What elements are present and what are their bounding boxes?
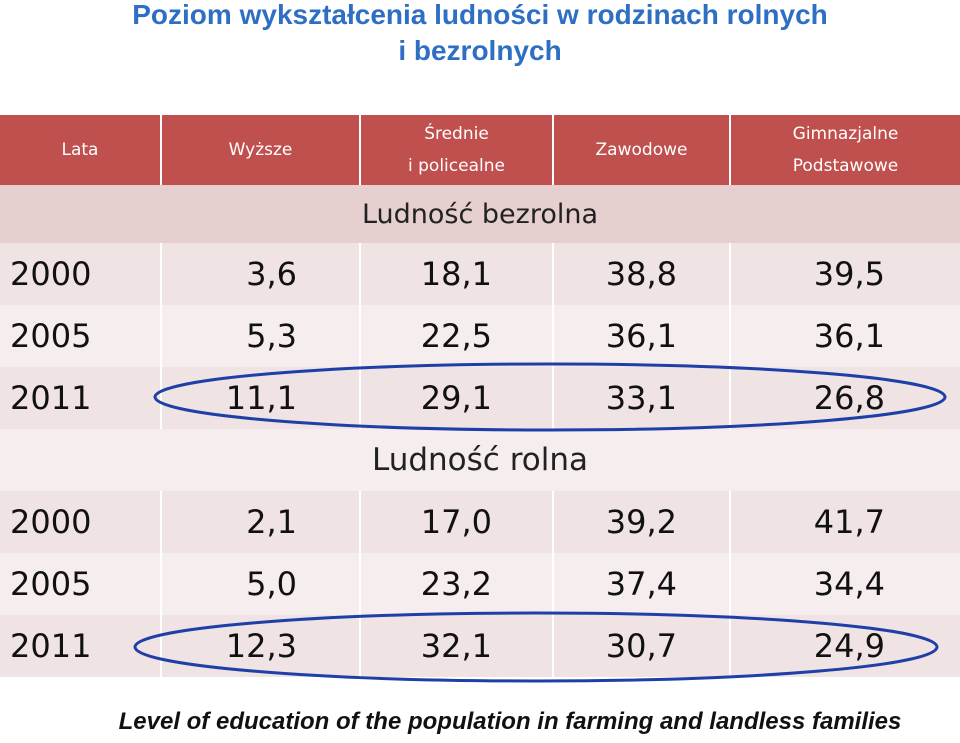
year-cell: 2005 [0, 305, 162, 367]
year-cell: 2000 [0, 243, 162, 305]
table-row: 2000 2,1 17,0 39,2 41,7 [0, 491, 960, 553]
value-cell: 12,3 [162, 615, 361, 677]
value-cell: 37,4 [554, 553, 731, 615]
value-cell: 39,5 [731, 243, 960, 305]
section-landless: Ludność bezrolna [0, 185, 960, 243]
highlight-ellipse-2011-landless [153, 362, 947, 432]
table-row: 2005 5,0 23,2 37,4 34,4 [0, 553, 960, 615]
section-label: Ludność rolna [0, 429, 960, 491]
value-cell: 22,5 [361, 305, 554, 367]
value-cell: 39,2 [554, 491, 731, 553]
year-cell: 2005 [0, 553, 162, 615]
value-cell: 34,4 [731, 553, 960, 615]
table-row: 2005 5,3 22,5 36,1 36,1 [0, 305, 960, 367]
section-farming: Ludność rolna [0, 429, 960, 491]
value-cell: 38,8 [554, 243, 731, 305]
title-line-1: Poziom wykształcenia ludności w rodzinac… [132, 0, 828, 30]
footer-caption: Level of education of the population in … [118, 708, 902, 735]
value-cell: 33,1 [554, 367, 731, 429]
value-cell: 36,1 [554, 305, 731, 367]
value-cell: 5,3 [162, 305, 361, 367]
value-cell: 2,1 [162, 491, 361, 553]
value-cell: 5,0 [162, 553, 361, 615]
value-cell: 11,1 [162, 367, 361, 429]
header-years: Lata [0, 115, 162, 185]
table-row: 2011 11,1 29,1 33,1 26,8 [0, 367, 960, 429]
value-cell: 17,0 [361, 491, 554, 553]
header-higher: Wyższe [162, 115, 361, 185]
value-cell: 23,2 [361, 553, 554, 615]
value-cell: 30,7 [554, 615, 731, 677]
value-cell: 29,1 [361, 367, 554, 429]
value-cell: 41,7 [731, 491, 960, 553]
title-line-2: i bezrolnych [398, 35, 562, 66]
table-row: 2011 12,3 32,1 30,7 24,9 [0, 615, 960, 677]
table-header-row: Lata Wyższe Średnie i policealne Zawodowe… [0, 115, 960, 187]
section-label: Ludność bezrolna [0, 185, 960, 243]
value-cell: 18,1 [361, 243, 554, 305]
table-row: 2000 3,6 18,1 38,8 39,5 [0, 243, 960, 305]
value-cell: 26,8 [731, 367, 960, 429]
highlight-ellipse-2011-farming [133, 611, 939, 683]
year-cell: 2000 [0, 491, 162, 553]
header-gymnasium-primary: Gimnazjalne Podstawowe [731, 115, 960, 185]
year-cell: 2011 [0, 367, 162, 429]
header-vocational: Zawodowe [554, 115, 731, 185]
value-cell: 36,1 [731, 305, 960, 367]
value-cell: 3,6 [162, 243, 361, 305]
header-secondary: Średnie i policealne [361, 115, 554, 185]
value-cell: 32,1 [361, 615, 554, 677]
